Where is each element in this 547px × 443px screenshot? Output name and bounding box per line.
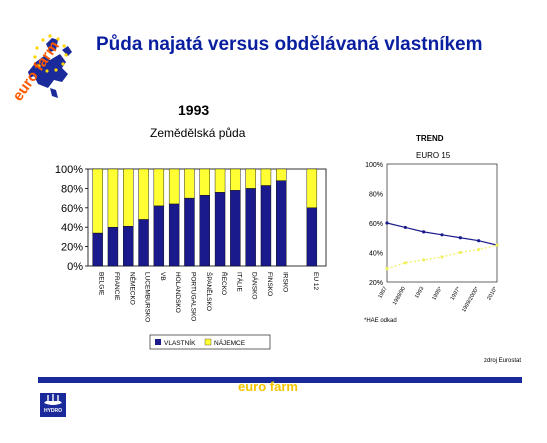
footer-bar — [38, 377, 522, 383]
bar-tenant-eu-12 — [306, 168, 318, 208]
legend-label-owner: VLASTNÍK — [164, 338, 196, 347]
euro-farm-logo: euro farm — [9, 34, 72, 104]
legend-swatch-tenant — [204, 338, 212, 346]
x-tick-label: BELGIE — [98, 272, 105, 296]
chart-subtitle: Zemědělská půda — [150, 126, 246, 140]
bar-tenant-španělsko — [199, 168, 210, 196]
footer-brand: euro farm — [238, 379, 298, 394]
trend-point-tenant — [422, 258, 426, 262]
trend-x-tick-label: 1987 — [377, 286, 388, 300]
trend-y-tick-label: 20% — [369, 280, 383, 287]
trend-y-tick-label: 100% — [365, 162, 383, 169]
page-title: Půda najatá versus obdělávaná vlastníkem — [96, 34, 483, 55]
bar-tenant-dánsko — [245, 168, 256, 189]
bar-owner-belgie — [92, 232, 103, 267]
bar-owner-lucembursko — [138, 219, 149, 267]
trend-x-tick-label: 2010* — [486, 285, 499, 301]
bar-owner-francie — [107, 226, 119, 267]
trend-point-tenant — [385, 267, 389, 271]
x-tick-label: LUCEMBURSKO — [144, 272, 151, 322]
hydro-text: HYDRO — [43, 408, 63, 414]
bar-owner-holandsko — [168, 203, 180, 267]
trend-y-tick-label: 40% — [369, 251, 383, 258]
y-tick-label: 80% — [61, 183, 83, 195]
legend-label-tenant: NÁJEMCE — [214, 338, 246, 347]
bar-owner-itálie — [230, 190, 241, 267]
x-tick-label: FINSKO — [266, 272, 273, 296]
bar-tenant-itálie — [230, 168, 241, 191]
bar-tenant-německo — [123, 168, 134, 227]
bar-tenant-finsko — [260, 168, 272, 186]
y-tick-label: 40% — [61, 222, 83, 234]
x-tick-label: EU 12 — [312, 272, 319, 290]
trend-point-owner — [422, 230, 426, 234]
x-tick-label: DÁNSKO — [251, 272, 260, 299]
chart-year: 1993 — [178, 102, 210, 118]
main-bar-chart: 0% 20% 40% 60% 80% 100% BELGIE FRANCIE NĚMECKO LU… — [55, 164, 327, 350]
trend-title: TREND — [416, 134, 444, 143]
trend-note: *HAE odkad — [364, 318, 397, 324]
trend-x-tick-label: 1999/2000* — [461, 285, 481, 313]
trend-point-tenant — [440, 255, 444, 259]
trend-y-tick-label: 60% — [369, 221, 383, 228]
x-tick-label: PORTUGALSKO — [189, 272, 196, 321]
trend-point-owner — [458, 236, 462, 240]
bar-owner-španělsko — [199, 194, 210, 267]
trend-y-tick-label: 80% — [369, 192, 383, 199]
trend-point-owner — [403, 225, 407, 230]
x-tick-label: HOLANDSKO — [174, 272, 181, 313]
x-tick-label: ITÁLIE — [235, 272, 244, 293]
trend-x-tick-label: 1995* — [431, 285, 444, 301]
x-tick-label: ŠPANĚLSKO — [205, 272, 214, 311]
source-note: zdroj Eurostat — [484, 358, 522, 364]
trend-point-tenant — [403, 261, 407, 265]
trend-x-tick-label: 1993 — [414, 286, 425, 300]
legend-swatch-owner — [155, 339, 161, 345]
viking-ship-icon — [44, 394, 62, 405]
bar-owner-německo — [123, 226, 134, 267]
bar-owner-irsko — [276, 180, 287, 267]
trend-plot-area — [386, 163, 498, 283]
bar-owner-portugalsko — [184, 197, 195, 267]
x-tick-label: VB — [159, 272, 166, 281]
bar-tenant-francie — [107, 168, 119, 228]
bar-tenant-řecko — [214, 168, 226, 193]
bar-owner-eu-12 — [306, 207, 318, 267]
trend-point-owner — [385, 221, 389, 225]
bar-owner-řecko — [214, 192, 226, 267]
trend-point-tenant — [477, 247, 481, 252]
trend-point-tenant — [458, 250, 462, 255]
trend-point-owner — [440, 233, 444, 237]
trend-point-owner — [477, 239, 481, 243]
y-tick-label: 100% — [55, 164, 83, 176]
bar-tenant-holandsko — [168, 168, 180, 205]
bar-tenant-irsko — [276, 168, 287, 181]
hydro-logo: HYDRO — [40, 393, 66, 417]
x-tick-label: ŘECKO — [220, 272, 229, 295]
bar-tenant-vb — [153, 168, 165, 207]
y-tick-label: 60% — [61, 203, 83, 215]
bar-tenant-lucembursko — [138, 168, 149, 220]
bar-tenant-portugalsko — [184, 168, 195, 199]
x-tick-label: IRSKO — [281, 272, 288, 292]
bar-owner-dánsko — [245, 188, 256, 267]
y-tick-label: 20% — [61, 242, 83, 254]
x-tick-label: NĚMECKO — [128, 272, 137, 305]
trend-subtitle: EURO 15 — [416, 151, 451, 160]
trend-x-tick-label: 1989/90 — [392, 286, 407, 306]
trend-point-tenant — [495, 243, 499, 247]
bar-owner-vb — [153, 205, 165, 267]
bar-owner-finsko — [260, 185, 272, 267]
x-tick-label: FRANCIE — [113, 272, 120, 301]
y-tick-label: 0% — [67, 261, 83, 273]
bar-tenant-belgie — [92, 168, 103, 234]
trend-x-tick-label: 1997* — [450, 285, 463, 301]
trend-line-chart: 20% 40% 60% 80% 100% 1987 1989/90 1993 1995* 1997… — [365, 162, 499, 313]
